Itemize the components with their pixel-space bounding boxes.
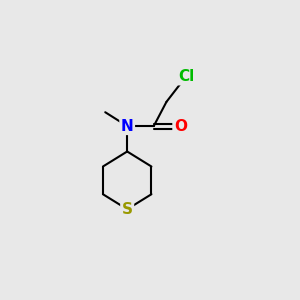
Text: S: S (122, 202, 133, 217)
Text: Cl: Cl (178, 69, 194, 84)
Text: N: N (121, 118, 134, 134)
Text: O: O (174, 118, 187, 134)
